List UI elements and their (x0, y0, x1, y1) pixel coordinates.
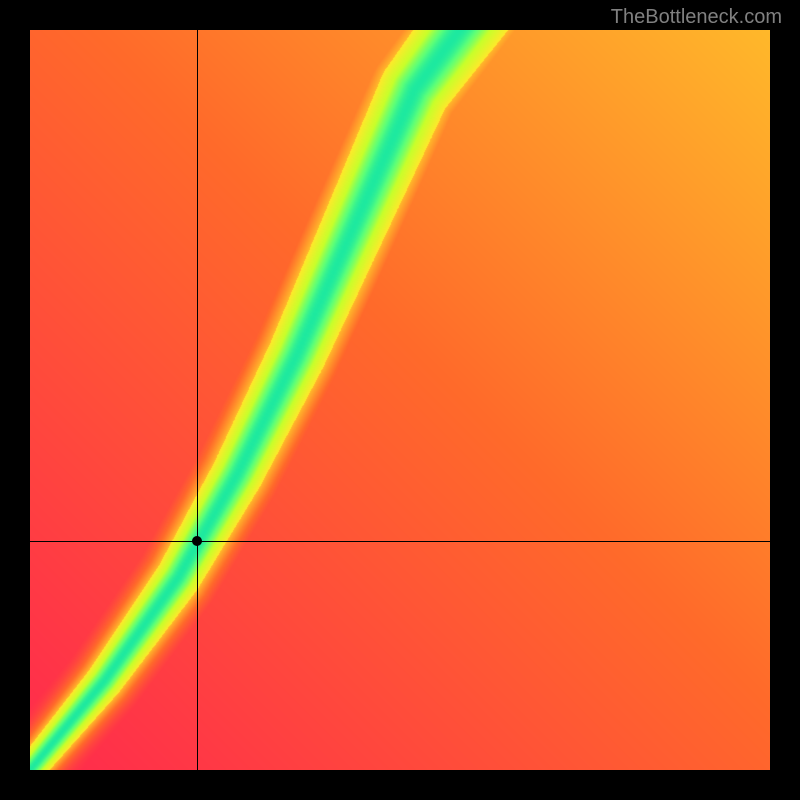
watermark-text: TheBottleneck.com (611, 6, 782, 29)
heatmap-plot (30, 30, 770, 770)
crosshair-horizontal (30, 541, 770, 542)
heatmap-canvas (30, 30, 770, 770)
crosshair-vertical (197, 30, 198, 770)
crosshair-marker (192, 536, 202, 546)
